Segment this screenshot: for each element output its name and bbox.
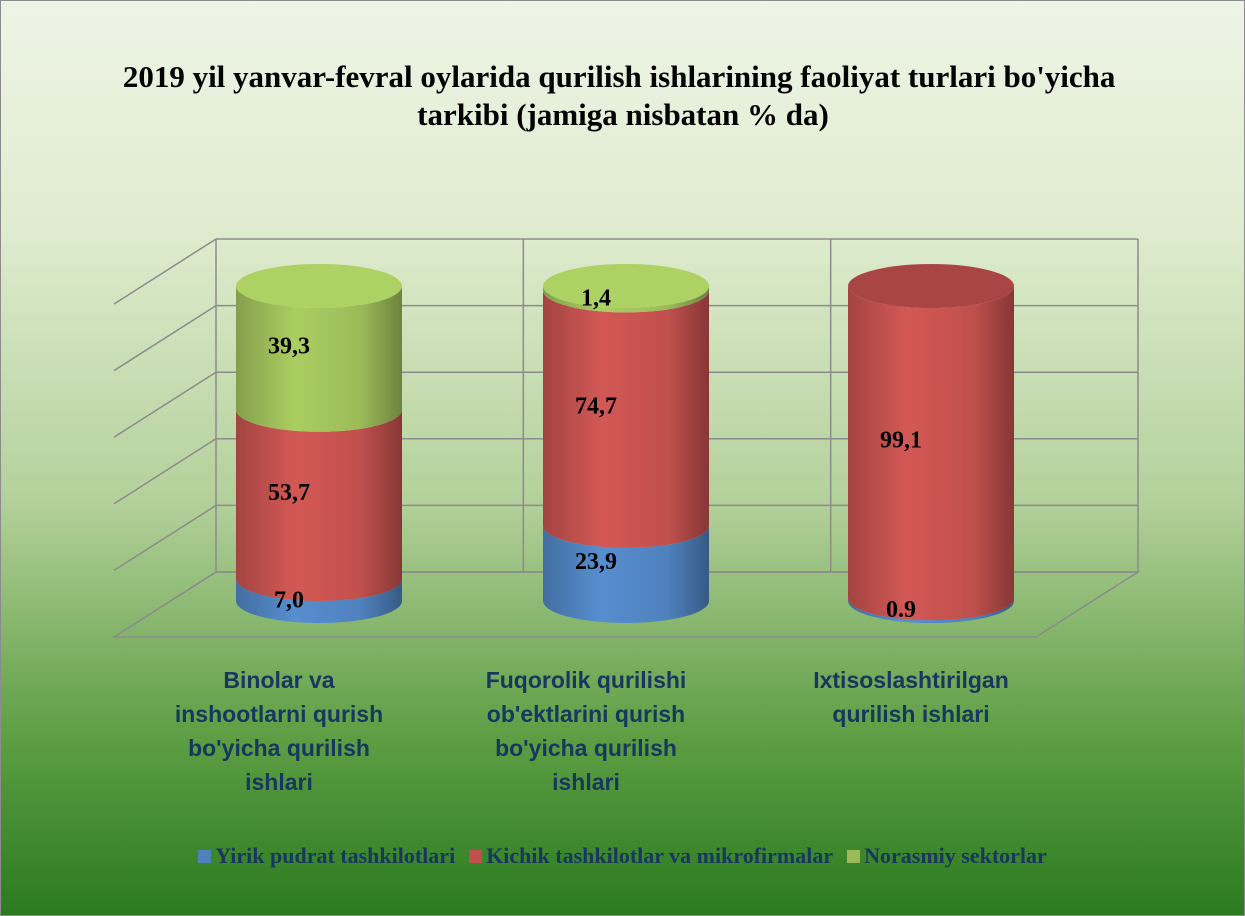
chart-title: 2019 yil yanvar-fevral oylarida qurilish…: [123, 59, 1123, 132]
legend-item: Kichik tashkilotlar va mikrofirmalar: [469, 843, 833, 869]
side-grid-line: [113, 371, 217, 438]
x-tick-label: Fuqorolik qurilishi ob'ektlarini qurish …: [485, 667, 687, 795]
x-tick-label: Binolar va inshootlarni qurish bo'yicha …: [174, 667, 384, 795]
data-label: 23,9: [575, 549, 617, 575]
cylinder-segment: [236, 578, 402, 623]
data-label: 7,0: [274, 587, 304, 613]
side-grid-line: [113, 304, 217, 372]
legend-label: Kichik tashkilotlar va mikrofirmalar: [486, 843, 834, 868]
data-label: 99,1: [880, 428, 922, 454]
legend-item: Norasmiy sektorlar: [847, 843, 1047, 869]
legend: Yirik pudrat tashkilotlari Kichik tashkil…: [1, 843, 1244, 869]
legend-swatch: [847, 849, 861, 863]
cylinder-segment: [848, 286, 1014, 621]
legend-label: Norasmiy sektorlar: [864, 843, 1047, 868]
data-label: 0.9: [886, 597, 916, 623]
chart-title-line: tarkibi (jamiga nisbatan % da): [417, 97, 829, 132]
legend-swatch: [469, 849, 483, 863]
cylinder-segment: [236, 286, 402, 432]
cylinder-segment: [543, 525, 709, 623]
data-label: 39,3: [268, 333, 310, 359]
legend-swatch: [198, 849, 212, 863]
cylinder-segment: [543, 290, 709, 548]
cylinder-segment: [543, 286, 709, 313]
cylinder-top: [236, 264, 402, 308]
x-tick-label: Ixtisoslashtirilgan qurilish ishlari: [813, 667, 1009, 727]
data-label: 74,7: [575, 394, 617, 420]
side-grid-line: [113, 238, 217, 305]
side-grid-line: [113, 504, 217, 572]
cylinder-top: [543, 264, 709, 308]
chart-title-line: 2019 yil yanvar-fevral oylarida qurilish…: [123, 59, 1116, 94]
legend-label: Yirik pudrat tashkilotlari: [215, 843, 456, 868]
data-label: 1,4: [581, 286, 611, 312]
cylinder-segment: [236, 409, 402, 601]
legend-item: Yirik pudrat tashkilotlari: [198, 843, 455, 869]
side-grid-line: [113, 438, 217, 505]
cylinder-top: [848, 264, 1014, 308]
floor: [111, 571, 1141, 638]
data-label: 53,7: [268, 480, 310, 506]
